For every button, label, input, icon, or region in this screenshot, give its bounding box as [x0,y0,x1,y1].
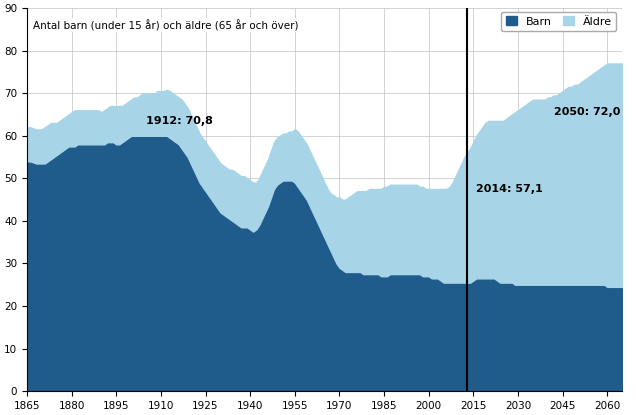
Text: Antal barn (under 15 år) och äldre (65 år och över): Antal barn (under 15 år) och äldre (65 å… [33,20,298,31]
Legend: Barn, Äldre: Barn, Äldre [501,12,616,31]
Text: 1912: 70,8: 1912: 70,8 [146,116,213,126]
Text: 2014: 57,1: 2014: 57,1 [476,184,543,194]
Text: 2050: 72,0: 2050: 72,0 [554,107,620,117]
